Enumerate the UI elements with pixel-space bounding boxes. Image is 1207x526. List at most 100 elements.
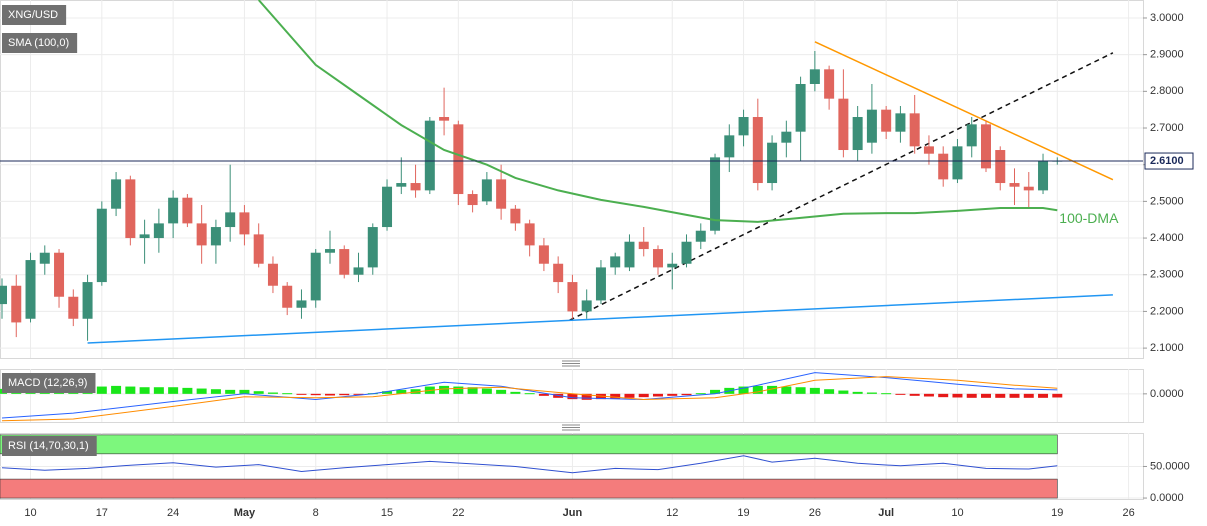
candle-body (367, 227, 378, 268)
macd-histogram-bar (909, 393, 920, 396)
x-tick-label: 17 (96, 507, 108, 519)
x-tick-label: 19 (1051, 507, 1063, 519)
candle-body (624, 241, 635, 268)
candle-body (111, 179, 122, 209)
macd-histogram-bar (667, 393, 678, 396)
macd-histogram-bar (567, 393, 578, 400)
x-tick-label: Jun (563, 507, 583, 519)
x-tick-label: 10 (951, 507, 963, 519)
macd-histogram-bar (267, 392, 278, 394)
macd-histogram-bar (125, 386, 136, 394)
candle-body (125, 179, 136, 239)
macd-histogram-bar (681, 393, 692, 396)
macd-histogram-bar (324, 393, 335, 396)
candle-body (866, 109, 877, 143)
macd-histogram-bar (282, 393, 293, 395)
candle-body (681, 241, 692, 264)
candle-body (809, 69, 820, 84)
macd-histogram-bar (695, 393, 706, 395)
macd-histogram-bar (182, 387, 193, 394)
candle-body (453, 124, 464, 195)
candle-body (795, 83, 806, 132)
macd-histogram-bar (881, 393, 892, 395)
x-tick-label: 12 (666, 507, 678, 519)
indicator-label: RSI (14,70,30,1) (8, 440, 89, 452)
macd-histogram-bar (111, 385, 122, 394)
candle-body (852, 117, 863, 151)
indicator-label: SMA (100,0) (8, 37, 69, 49)
candle-body (439, 117, 450, 121)
candle-body (695, 230, 706, 242)
indicator-label-box (2, 373, 96, 393)
candle-body (496, 179, 507, 209)
rsi-band (0, 478, 1058, 499)
candle-body (396, 183, 407, 187)
indicator-label: XNG/USD (8, 9, 58, 21)
macd-histogram-bar (453, 386, 464, 394)
candle-body (11, 285, 22, 323)
candle-body (881, 109, 892, 132)
sma-line (257, 0, 1058, 223)
candle-body (382, 186, 393, 228)
candle-body (638, 241, 649, 250)
candle-body (196, 223, 207, 246)
macd-histogram-bar (353, 393, 364, 395)
candle-body (652, 249, 663, 268)
trendline (569, 52, 1114, 321)
y-tick-label: 0.0000 (1150, 388, 1184, 400)
macd-histogram-bar (824, 389, 835, 394)
macd-line (1, 376, 1058, 422)
macd-histogram-bar (410, 389, 421, 394)
trendline (87, 294, 1113, 344)
candle-body (510, 208, 521, 224)
candle-body (838, 98, 849, 151)
rsi-band (0, 434, 1058, 455)
candle-body (610, 256, 621, 268)
macd-histogram-bar (738, 386, 749, 394)
macd-histogram-bar (995, 393, 1006, 398)
candle-body (553, 263, 564, 283)
macd-histogram-bar (196, 388, 207, 394)
candle-body (225, 212, 236, 228)
candle-body (667, 263, 678, 268)
indicator-label: MACD (12,26,9) (8, 377, 87, 389)
candle-body (995, 150, 1006, 184)
panel-handles (562, 360, 580, 431)
macd-histogram-bar (781, 386, 792, 394)
candle-body (895, 113, 906, 132)
candle-body (96, 208, 107, 283)
candle-body (710, 157, 721, 231)
macd-histogram-bar (610, 393, 621, 399)
candle-body (1009, 183, 1020, 187)
candle-body (253, 234, 264, 264)
candle-body (168, 197, 179, 224)
candle-body (1038, 161, 1049, 191)
candle-body (567, 282, 578, 312)
candle-body (296, 300, 307, 308)
y-tick-label: 2.1000 (1150, 342, 1184, 354)
macd-histogram-bar (524, 393, 535, 395)
macd-histogram-bar (752, 385, 763, 394)
candle-body (267, 263, 278, 286)
candle-body (952, 146, 963, 180)
y-tick-label: 2.4000 (1150, 232, 1184, 244)
macd-histogram-bar (253, 391, 264, 394)
candle-body (752, 117, 763, 184)
macd-histogram-bar (467, 387, 478, 394)
indicator-label-box (2, 5, 67, 25)
y-tick-label: 2.2000 (1150, 305, 1184, 317)
last-price-box (1144, 152, 1194, 170)
candle-body (938, 153, 949, 180)
candle-body (1023, 186, 1034, 191)
candle-body (724, 135, 735, 158)
macd-histogram-bar (1052, 393, 1063, 398)
macd-histogram-bar (795, 387, 806, 394)
macd-histogram-bar (767, 385, 778, 394)
macd-histogram-bar (496, 389, 507, 394)
macd-histogram-bar (1023, 393, 1034, 398)
x-tick-label: 8 (313, 507, 319, 519)
macd-histogram-bar (153, 387, 164, 394)
candle-body (210, 227, 221, 246)
macd-histogram-bar (481, 388, 492, 394)
candle-body (424, 120, 435, 191)
